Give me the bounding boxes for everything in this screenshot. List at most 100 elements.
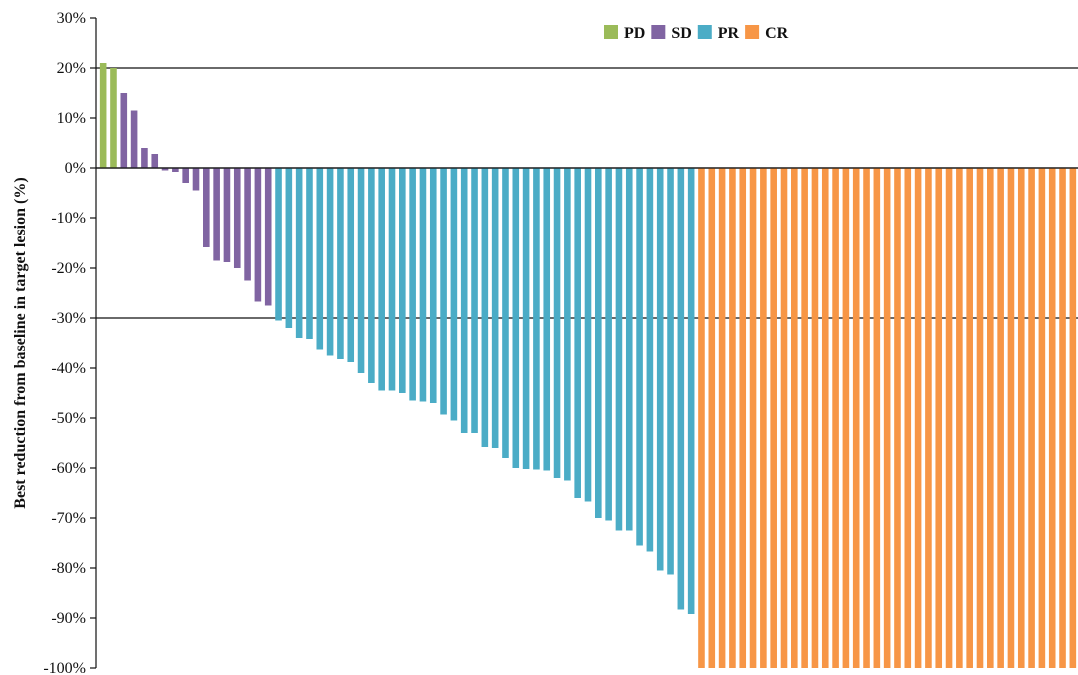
bar-pd-0 (99, 63, 107, 168)
bar-pr-28 (564, 168, 571, 481)
legend-label-pd: PD (624, 25, 645, 42)
legend-swatch-pr (697, 25, 712, 39)
bar-pr-6 (337, 168, 344, 359)
y-tick-labels: 30% 20% 10% 0% -10% -20% -30% -40% -50% -60% -70% -… (43, 10, 86, 675)
bar-cr-10 (801, 168, 808, 668)
bar-sd-4 (161, 168, 169, 171)
bar-cr-31 (1017, 168, 1025, 668)
y-tick-label: -80% (51, 560, 86, 577)
bar-pr-10 (378, 168, 385, 391)
y-tick-label: -60% (51, 460, 86, 477)
legend-swatch-cr (745, 25, 760, 39)
bar-cr-5 (749, 168, 757, 668)
y-tick-label: -10% (51, 210, 86, 227)
bar-sd-1 (130, 110, 138, 168)
bar-cr-2 (718, 168, 726, 668)
bar-pr-18 (460, 168, 468, 433)
bar-cr-32 (1028, 168, 1035, 668)
bar-sd-6 (182, 168, 189, 183)
y-tick-label: 0% (65, 160, 86, 177)
bar-cr-27 (976, 168, 984, 668)
bar-pr-20 (481, 168, 489, 447)
y-tick-label: -50% (51, 410, 86, 427)
bar-pr-31 (595, 168, 602, 518)
y-tick-label: 30% (57, 10, 86, 27)
bar-cr-7 (770, 168, 777, 668)
bar-pr-19 (471, 168, 478, 433)
bar-pr-4 (316, 168, 324, 350)
bar-pr-35 (636, 168, 643, 546)
bar-cr-8 (780, 168, 788, 668)
bar-sd-10 (223, 168, 231, 262)
bar-sd-13 (254, 168, 262, 302)
legend-swatch-sd (651, 25, 666, 39)
bar-pr-39 (677, 168, 685, 610)
y-tick-label: 10% (57, 110, 86, 127)
bar-cr-9 (791, 168, 798, 668)
bar-cr-13 (832, 168, 839, 668)
bar-cr-1 (708, 168, 716, 668)
bar-cr-35 (1059, 168, 1066, 668)
bar-pr-22 (502, 168, 509, 458)
bar-sd-11 (233, 168, 241, 268)
bar-pr-38 (667, 168, 674, 575)
bar-pr-16 (440, 168, 447, 415)
bars (99, 63, 1077, 668)
y-tick-label: 20% (57, 60, 86, 77)
bar-cr-22 (925, 168, 932, 668)
bar-pr-30 (584, 168, 592, 502)
bar-pr-36 (646, 168, 654, 552)
bar-sd-3 (151, 154, 159, 168)
bar-cr-29 (997, 168, 1004, 668)
bar-pr-34 (625, 168, 633, 531)
bar-cr-28 (987, 168, 994, 668)
bar-pr-23 (512, 168, 520, 468)
bar-pr-26 (543, 168, 551, 471)
bar-pr-14 (419, 168, 427, 402)
bar-cr-16 (863, 168, 870, 668)
bar-pr-8 (357, 168, 365, 373)
bar-pr-11 (388, 168, 396, 391)
bar-pr-0 (275, 168, 282, 321)
bar-cr-34 (1048, 168, 1056, 668)
legend: PD SD PR CR (604, 25, 789, 42)
y-tick-label: -100% (43, 660, 86, 675)
bar-cr-23 (935, 168, 943, 668)
bar-cr-3 (729, 168, 736, 668)
bar-pd-1 (110, 68, 117, 168)
y-tick-label: -70% (51, 510, 86, 527)
bar-pr-7 (347, 168, 355, 362)
bar-pr-24 (522, 168, 530, 469)
bar-cr-15 (852, 168, 860, 668)
bar-pr-37 (656, 168, 664, 571)
bar-pr-3 (306, 168, 313, 339)
bar-pr-17 (450, 168, 458, 421)
bar-pr-15 (429, 168, 437, 403)
bar-cr-30 (1007, 168, 1015, 668)
bar-pr-13 (409, 168, 416, 401)
legend-label-sd: SD (671, 25, 691, 42)
bar-cr-20 (904, 168, 912, 668)
bar-pr-21 (491, 168, 499, 448)
bar-pr-5 (326, 168, 334, 356)
y-axis (90, 17, 97, 669)
bar-pr-25 (533, 168, 540, 470)
bar-sd-7 (192, 168, 200, 191)
bar-sd-0 (120, 93, 128, 168)
bar-cr-0 (698, 168, 705, 668)
bar-cr-14 (842, 168, 850, 668)
bar-cr-21 (914, 168, 922, 668)
bar-sd-2 (141, 148, 148, 168)
bar-cr-36 (1069, 168, 1077, 668)
bar-cr-11 (811, 168, 819, 668)
y-axis-label: Best reduction from baseline in target l… (12, 177, 29, 508)
bar-sd-8 (203, 168, 210, 247)
bar-pr-12 (399, 168, 406, 393)
bar-cr-25 (956, 168, 963, 668)
bar-cr-6 (760, 168, 767, 668)
bar-cr-17 (873, 168, 881, 668)
bar-cr-26 (966, 168, 973, 668)
legend-label-cr: CR (765, 25, 789, 42)
bar-cr-18 (883, 168, 891, 668)
